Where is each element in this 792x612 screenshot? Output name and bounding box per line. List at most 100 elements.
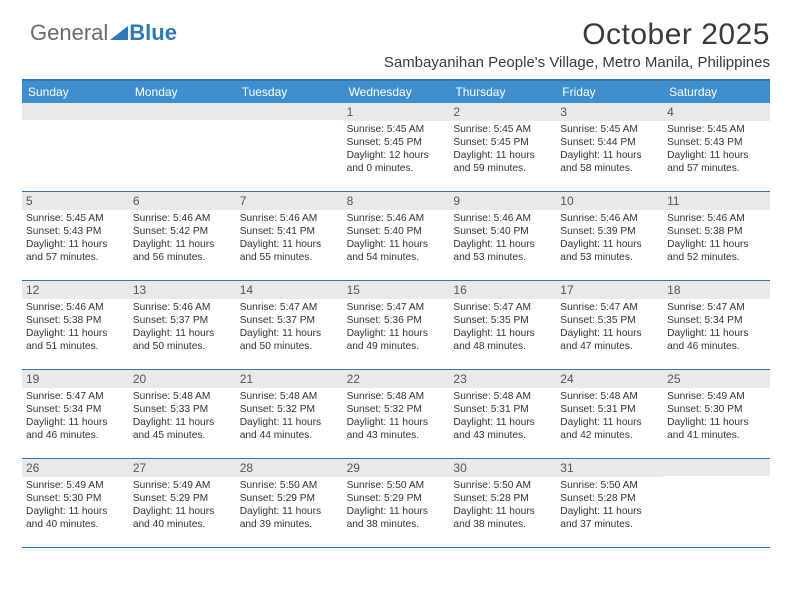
calendar-day-cell: 3Sunrise: 5:45 AMSunset: 5:44 PMDaylight… bbox=[556, 103, 663, 191]
daylight-line: Daylight: 11 hours and 38 minutes. bbox=[453, 505, 552, 531]
daylight-line: Daylight: 11 hours and 51 minutes. bbox=[26, 327, 125, 353]
day-data: Sunrise: 5:45 AMSunset: 5:44 PMDaylight:… bbox=[556, 121, 663, 177]
calendar-day-cell: 23Sunrise: 5:48 AMSunset: 5:31 PMDayligh… bbox=[449, 370, 556, 458]
calendar-week-row: 1Sunrise: 5:45 AMSunset: 5:45 PMDaylight… bbox=[22, 103, 770, 192]
day-data: Sunrise: 5:49 AMSunset: 5:29 PMDaylight:… bbox=[129, 477, 236, 533]
sunset-line: Sunset: 5:38 PM bbox=[667, 225, 766, 238]
day-number: 11 bbox=[663, 192, 770, 210]
sunset-line: Sunset: 5:44 PM bbox=[560, 136, 659, 149]
daylight-line: Daylight: 12 hours and 0 minutes. bbox=[347, 149, 446, 175]
day-number: 17 bbox=[556, 281, 663, 299]
day-number: 23 bbox=[449, 370, 556, 388]
daylight-line: Daylight: 11 hours and 59 minutes. bbox=[453, 149, 552, 175]
weekday-header: Friday bbox=[556, 81, 663, 103]
day-number: 13 bbox=[129, 281, 236, 299]
calendar-day-cell: 10Sunrise: 5:46 AMSunset: 5:39 PMDayligh… bbox=[556, 192, 663, 280]
day-number: 2 bbox=[449, 103, 556, 121]
day-data: Sunrise: 5:48 AMSunset: 5:31 PMDaylight:… bbox=[556, 388, 663, 444]
day-data: Sunrise: 5:49 AMSunset: 5:30 PMDaylight:… bbox=[22, 477, 129, 533]
daylight-line: Daylight: 11 hours and 57 minutes. bbox=[667, 149, 766, 175]
sunrise-line: Sunrise: 5:49 AM bbox=[667, 390, 766, 403]
day-data: Sunrise: 5:48 AMSunset: 5:33 PMDaylight:… bbox=[129, 388, 236, 444]
calendar-day-cell: 30Sunrise: 5:50 AMSunset: 5:28 PMDayligh… bbox=[449, 459, 556, 547]
sunset-line: Sunset: 5:43 PM bbox=[667, 136, 766, 149]
day-data bbox=[663, 476, 770, 480]
sunset-line: Sunset: 5:32 PM bbox=[347, 403, 446, 416]
sunset-line: Sunset: 5:30 PM bbox=[667, 403, 766, 416]
day-number: 12 bbox=[22, 281, 129, 299]
sunrise-line: Sunrise: 5:47 AM bbox=[560, 301, 659, 314]
sunrise-line: Sunrise: 5:46 AM bbox=[560, 212, 659, 225]
sunrise-line: Sunrise: 5:48 AM bbox=[347, 390, 446, 403]
sunset-line: Sunset: 5:29 PM bbox=[347, 492, 446, 505]
day-data: Sunrise: 5:50 AMSunset: 5:28 PMDaylight:… bbox=[556, 477, 663, 533]
sunset-line: Sunset: 5:40 PM bbox=[453, 225, 552, 238]
calendar-day-cell: 6Sunrise: 5:46 AMSunset: 5:42 PMDaylight… bbox=[129, 192, 236, 280]
sunrise-line: Sunrise: 5:47 AM bbox=[26, 390, 125, 403]
calendar-day-cell: 27Sunrise: 5:49 AMSunset: 5:29 PMDayligh… bbox=[129, 459, 236, 547]
logo-text-1: General bbox=[30, 20, 108, 46]
calendar-day-cell: 4Sunrise: 5:45 AMSunset: 5:43 PMDaylight… bbox=[663, 103, 770, 191]
calendar-day-cell: 31Sunrise: 5:50 AMSunset: 5:28 PMDayligh… bbox=[556, 459, 663, 547]
sunrise-line: Sunrise: 5:46 AM bbox=[453, 212, 552, 225]
sunrise-line: Sunrise: 5:45 AM bbox=[667, 123, 766, 136]
calendar: Sunday Monday Tuesday Wednesday Thursday… bbox=[22, 79, 770, 548]
sunset-line: Sunset: 5:37 PM bbox=[240, 314, 339, 327]
logo-triangle-icon bbox=[110, 20, 128, 46]
calendar-day-cell: 15Sunrise: 5:47 AMSunset: 5:36 PMDayligh… bbox=[343, 281, 450, 369]
calendar-day-cell: 29Sunrise: 5:50 AMSunset: 5:29 PMDayligh… bbox=[343, 459, 450, 547]
daylight-line: Daylight: 11 hours and 42 minutes. bbox=[560, 416, 659, 442]
daylight-line: Daylight: 11 hours and 43 minutes. bbox=[347, 416, 446, 442]
day-number: 20 bbox=[129, 370, 236, 388]
day-number: 6 bbox=[129, 192, 236, 210]
daylight-line: Daylight: 11 hours and 38 minutes. bbox=[347, 505, 446, 531]
day-data: Sunrise: 5:50 AMSunset: 5:28 PMDaylight:… bbox=[449, 477, 556, 533]
sunrise-line: Sunrise: 5:46 AM bbox=[133, 212, 232, 225]
day-number: 26 bbox=[22, 459, 129, 477]
day-data: Sunrise: 5:46 AMSunset: 5:40 PMDaylight:… bbox=[449, 210, 556, 266]
sunset-line: Sunset: 5:34 PM bbox=[26, 403, 125, 416]
sunset-line: Sunset: 5:28 PM bbox=[453, 492, 552, 505]
sunset-line: Sunset: 5:45 PM bbox=[453, 136, 552, 149]
sunrise-line: Sunrise: 5:46 AM bbox=[26, 301, 125, 314]
calendar-week-row: 19Sunrise: 5:47 AMSunset: 5:34 PMDayligh… bbox=[22, 370, 770, 459]
calendar-day-cell: 13Sunrise: 5:46 AMSunset: 5:37 PMDayligh… bbox=[129, 281, 236, 369]
sunset-line: Sunset: 5:35 PM bbox=[560, 314, 659, 327]
calendar-day-cell: 7Sunrise: 5:46 AMSunset: 5:41 PMDaylight… bbox=[236, 192, 343, 280]
day-number: 15 bbox=[343, 281, 450, 299]
sunrise-line: Sunrise: 5:46 AM bbox=[240, 212, 339, 225]
daylight-line: Daylight: 11 hours and 50 minutes. bbox=[133, 327, 232, 353]
day-number: 29 bbox=[343, 459, 450, 477]
sunset-line: Sunset: 5:30 PM bbox=[26, 492, 125, 505]
daylight-line: Daylight: 11 hours and 48 minutes. bbox=[453, 327, 552, 353]
day-number bbox=[663, 459, 770, 476]
day-data: Sunrise: 5:46 AMSunset: 5:40 PMDaylight:… bbox=[343, 210, 450, 266]
sunrise-line: Sunrise: 5:50 AM bbox=[240, 479, 339, 492]
day-data: Sunrise: 5:48 AMSunset: 5:31 PMDaylight:… bbox=[449, 388, 556, 444]
sunrise-line: Sunrise: 5:47 AM bbox=[667, 301, 766, 314]
day-number: 5 bbox=[22, 192, 129, 210]
sunset-line: Sunset: 5:31 PM bbox=[560, 403, 659, 416]
sunset-line: Sunset: 5:41 PM bbox=[240, 225, 339, 238]
daylight-line: Daylight: 11 hours and 52 minutes. bbox=[667, 238, 766, 264]
day-data: Sunrise: 5:48 AMSunset: 5:32 PMDaylight:… bbox=[236, 388, 343, 444]
day-data: Sunrise: 5:48 AMSunset: 5:32 PMDaylight:… bbox=[343, 388, 450, 444]
daylight-line: Daylight: 11 hours and 53 minutes. bbox=[560, 238, 659, 264]
calendar-day-cell: 9Sunrise: 5:46 AMSunset: 5:40 PMDaylight… bbox=[449, 192, 556, 280]
daylight-line: Daylight: 11 hours and 46 minutes. bbox=[26, 416, 125, 442]
day-number: 30 bbox=[449, 459, 556, 477]
sunrise-line: Sunrise: 5:50 AM bbox=[560, 479, 659, 492]
sunset-line: Sunset: 5:39 PM bbox=[560, 225, 659, 238]
day-number: 7 bbox=[236, 192, 343, 210]
daylight-line: Daylight: 11 hours and 46 minutes. bbox=[667, 327, 766, 353]
weekday-header: Monday bbox=[129, 81, 236, 103]
sunset-line: Sunset: 5:37 PM bbox=[133, 314, 232, 327]
day-number: 21 bbox=[236, 370, 343, 388]
daylight-line: Daylight: 11 hours and 49 minutes. bbox=[347, 327, 446, 353]
sunset-line: Sunset: 5:32 PM bbox=[240, 403, 339, 416]
weekday-header: Thursday bbox=[449, 81, 556, 103]
daylight-line: Daylight: 11 hours and 47 minutes. bbox=[560, 327, 659, 353]
daylight-line: Daylight: 11 hours and 53 minutes. bbox=[453, 238, 552, 264]
day-number: 14 bbox=[236, 281, 343, 299]
day-number: 25 bbox=[663, 370, 770, 388]
